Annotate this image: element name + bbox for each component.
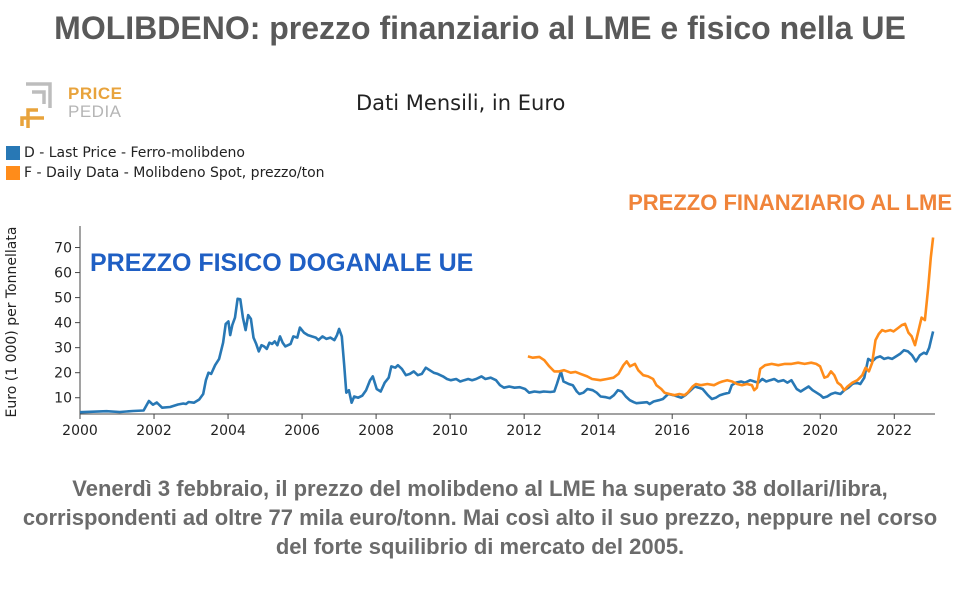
y-tick-label: 70: [54, 241, 72, 257]
legend-item-series-f[interactable]: F - Daily Data - Molibdeno Spot, prezzo/…: [6, 163, 325, 183]
legend-swatch-d: [6, 146, 20, 160]
y-axis-label: Euro (1 000) per Tonnellata: [4, 227, 20, 418]
page-title: MOLIBDENO: prezzo finanziario al LME e f…: [54, 10, 906, 46]
x-tick-label: 2020: [802, 423, 838, 439]
series-line-f: [527, 237, 935, 397]
series-layer: [79, 237, 935, 414]
pricepedia-logo: PRICE PEDIA: [18, 82, 138, 132]
caption-text: Venerdì 3 febbraio, il prezzo del molibd…: [22, 476, 938, 559]
y-tick-label: 10: [54, 391, 72, 407]
chart-legend: D - Last Price - Ferro-molibdeno F - Dai…: [6, 143, 325, 183]
logo-mark-icon: [20, 82, 52, 128]
annotation-lme: PREZZO FINANZIARIO AL LME: [628, 190, 952, 215]
x-axis: 2000 2002 2004 2006 2008 2010 2012 2014 2016 2018…: [62, 413, 935, 439]
x-tick-label: 2006: [284, 423, 320, 439]
annotation-ue: PREZZO FISICO DOGANALE UE: [90, 249, 474, 277]
x-tick-label: 2000: [62, 423, 98, 439]
x-tick-label: 2014: [580, 423, 616, 439]
y-tick-label: 40: [54, 316, 72, 332]
chart-subtitle: Dati Mensili, in Euro: [356, 91, 566, 115]
x-tick-label: 2018: [728, 423, 764, 439]
legend-label-d: D - Last Price - Ferro-molibdeno: [24, 145, 245, 161]
y-axis: 10 20 30 40 50 60 70: [54, 226, 81, 414]
legend-item-series-d[interactable]: D - Last Price - Ferro-molibdeno: [6, 143, 325, 163]
logo-text-pedia: PEDIA: [68, 102, 122, 121]
legend-swatch-f: [6, 166, 20, 180]
x-tick-label: 2008: [358, 423, 394, 439]
y-tick-label: 50: [54, 291, 72, 307]
y-tick-label: 30: [54, 341, 72, 357]
x-tick-label: 2002: [136, 423, 172, 439]
x-tick-label: 2016: [654, 423, 690, 439]
x-tick-label: 2010: [432, 423, 468, 439]
legend-label-f: F - Daily Data - Molibdeno Spot, prezzo/…: [24, 165, 325, 181]
x-tick-label: 2012: [506, 423, 542, 439]
series-line-d: [79, 297, 935, 414]
y-tick-label: 20: [54, 366, 72, 382]
x-tick-label: 2022: [876, 423, 912, 439]
logo-text-price: PRICE: [68, 84, 123, 103]
y-tick-label: 60: [54, 266, 72, 282]
x-tick-label: 2004: [210, 423, 246, 439]
